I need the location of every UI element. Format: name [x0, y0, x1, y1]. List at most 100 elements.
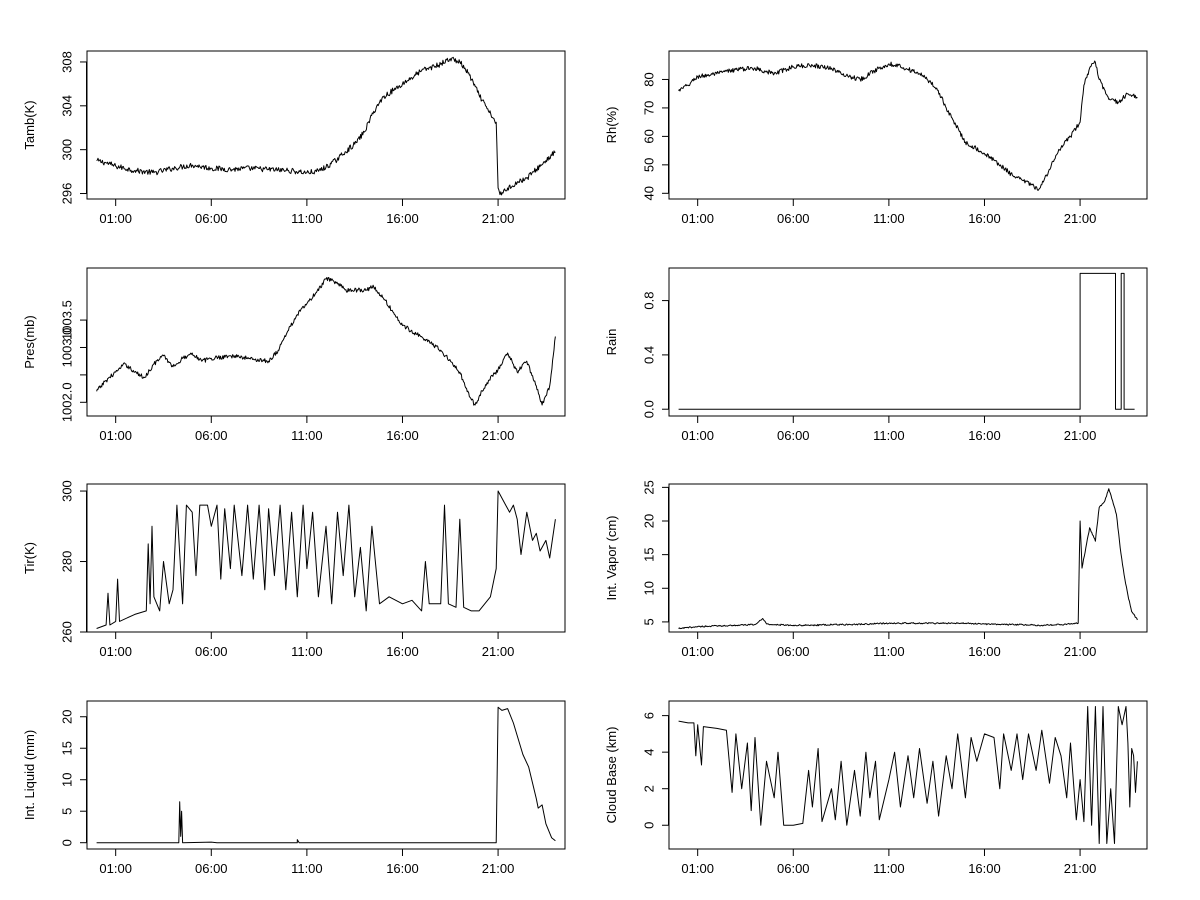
- y-tick-label: 15: [641, 547, 656, 561]
- y-tick-label: 296: [59, 183, 74, 205]
- series-line: [96, 56, 556, 196]
- y-tick-label: 0.0: [641, 400, 656, 418]
- y-tick-label: 280: [59, 551, 74, 573]
- y-tick-label: 40: [641, 186, 656, 200]
- y-tick-label: 308: [59, 51, 74, 73]
- x-tick-label: 06:00: [777, 211, 810, 226]
- y-tick-label: 5: [641, 618, 656, 625]
- y-tick-label: 0: [59, 839, 74, 846]
- x-tick-label: 16:00: [968, 861, 1001, 876]
- y-tick-label: 0.8: [641, 292, 656, 310]
- y-tick-label: 2: [641, 785, 656, 792]
- y-tick-label: 10: [59, 772, 74, 786]
- panel-rh: Rh(%) 01:00 06:00 11:00 16:00 21:00 40 50 60 70…: [604, 50, 1148, 226]
- x-tick-label: 06:00: [777, 861, 810, 876]
- y-axis-label: Rain: [604, 329, 619, 356]
- x-tick-label: 11:00: [873, 428, 905, 443]
- x-axis: 01:00 06:00 11:00 16:00 21:00: [681, 849, 1096, 876]
- x-tick-label: 21:00: [482, 861, 515, 876]
- x-tick-label: 11:00: [873, 861, 905, 876]
- y-tick-label: 50: [641, 158, 656, 172]
- x-axis: 01:00 06:00 11:00 16:00 21:00: [681, 199, 1096, 226]
- series-line: [678, 272, 1135, 410]
- y-axis-label: Pres(mb): [22, 315, 37, 368]
- x-tick-label: 16:00: [968, 644, 1001, 659]
- x-tick-label: 21:00: [1064, 211, 1097, 226]
- y-axis-label: Cloud Base (km): [604, 727, 619, 824]
- series-line: [96, 277, 556, 406]
- y-tick-label: 20: [641, 514, 656, 528]
- x-tick-label: 11:00: [291, 211, 323, 226]
- x-tick-label: 11:00: [291, 428, 323, 443]
- x-axis: 01:00 06:00 11:00 16:00 21:00: [99, 849, 514, 876]
- y-axis: 0.0 0.4 0.8: [641, 292, 669, 418]
- x-tick-label: 06:00: [777, 428, 810, 443]
- y-axis: 40 50 60 70 80: [641, 72, 669, 201]
- y-axis: 0 2 4 6: [641, 712, 669, 829]
- y-axis: 296 300 304 308: [59, 51, 87, 204]
- x-tick-label: 01:00: [681, 861, 714, 876]
- y-tick-label: 70: [641, 101, 656, 115]
- x-tick-label: 06:00: [195, 644, 228, 659]
- x-tick-label: 06:00: [195, 211, 228, 226]
- panel-pres: Pres(mb) 01:00 06:00 11:00 16:00 21:00 1002.…: [22, 267, 566, 443]
- y-axis-label: Int. Vapor (cm): [604, 515, 619, 600]
- x-tick-label: 01:00: [681, 211, 714, 226]
- y-tick-label: 1002.0: [59, 382, 74, 422]
- panel-vapor: Int. Vapor (cm) 01:00 06:00 11:00 16:00 21:0…: [604, 480, 1148, 659]
- y-tick-label: 260: [59, 621, 74, 643]
- panel-cloudbase: Cloud Base (km) 01:00 06:00 11:00 16:00 21:0…: [604, 700, 1148, 876]
- panel-liquid: Int. Liquid (mm) 01:00 06:00 11:00 16:00 21:…: [22, 700, 566, 876]
- y-tick-label: 10: [641, 581, 656, 595]
- x-tick-label: 01:00: [99, 428, 132, 443]
- x-tick-label: 11:00: [291, 861, 323, 876]
- y-tick-label: 300: [59, 480, 74, 502]
- y-tick-label: 5: [59, 808, 74, 815]
- x-tick-label: 16:00: [968, 211, 1001, 226]
- series-line: [96, 706, 556, 844]
- y-tick-label: 304: [59, 95, 74, 117]
- x-tick-label: 01:00: [99, 861, 132, 876]
- y-tick-label: 15: [59, 741, 74, 755]
- y-tick-label: 20: [59, 710, 74, 724]
- y-axis-label: Tamb(K): [22, 100, 37, 149]
- x-tick-label: 11:00: [873, 644, 905, 659]
- x-tick-label: 21:00: [482, 211, 515, 226]
- x-tick-label: 21:00: [1064, 644, 1097, 659]
- y-tick-label: 1003.5: [59, 300, 74, 340]
- x-tick-label: 01:00: [681, 644, 714, 659]
- y-axis-label: Tir(K): [22, 542, 37, 574]
- series-line: [678, 60, 1138, 191]
- y-tick-label: 60: [641, 129, 656, 143]
- x-tick-label: 11:00: [873, 211, 905, 226]
- y-tick-label: 0: [641, 822, 656, 829]
- panel-tir: Tir(K) 01:00 06:00 11:00 16:00 21:00 260 280 3…: [22, 480, 566, 659]
- y-axis: 0 5 10 15 20: [59, 710, 87, 846]
- series-line: [678, 706, 1138, 844]
- x-tick-label: 16:00: [386, 644, 419, 659]
- panel-rain: Rain 01:00 06:00 11:00 16:00 21:00 0.0 0.4 0.8: [604, 267, 1148, 443]
- y-axis: 260 280 300: [59, 480, 87, 643]
- x-tick-label: 06:00: [777, 644, 810, 659]
- x-tick-label: 06:00: [195, 861, 228, 876]
- x-tick-label: 21:00: [1064, 861, 1097, 876]
- y-axis-label: Int. Liquid (mm): [22, 730, 37, 820]
- x-tick-label: 16:00: [386, 211, 419, 226]
- x-tick-label: 01:00: [681, 428, 714, 443]
- x-tick-label: 16:00: [968, 428, 1001, 443]
- series-line: [96, 490, 556, 629]
- x-tick-label: 21:00: [1064, 428, 1097, 443]
- x-axis: 01:00 06:00 11:00 16:00 21:00: [99, 416, 514, 443]
- x-axis: 01:00 06:00 11:00 16:00 21:00: [99, 632, 514, 659]
- x-tick-label: 11:00: [291, 644, 323, 659]
- x-tick-label: 21:00: [482, 644, 515, 659]
- x-tick-label: 21:00: [482, 428, 515, 443]
- x-tick-label: 01:00: [99, 644, 132, 659]
- y-tick-label: 6: [641, 712, 656, 719]
- y-tick-label: 0.4: [641, 346, 656, 364]
- x-tick-label: 06:00: [195, 428, 228, 443]
- panel-tamb: Tamb(K) 01:00 06:00 11:00 16:00 21:00 296 300…: [22, 50, 566, 226]
